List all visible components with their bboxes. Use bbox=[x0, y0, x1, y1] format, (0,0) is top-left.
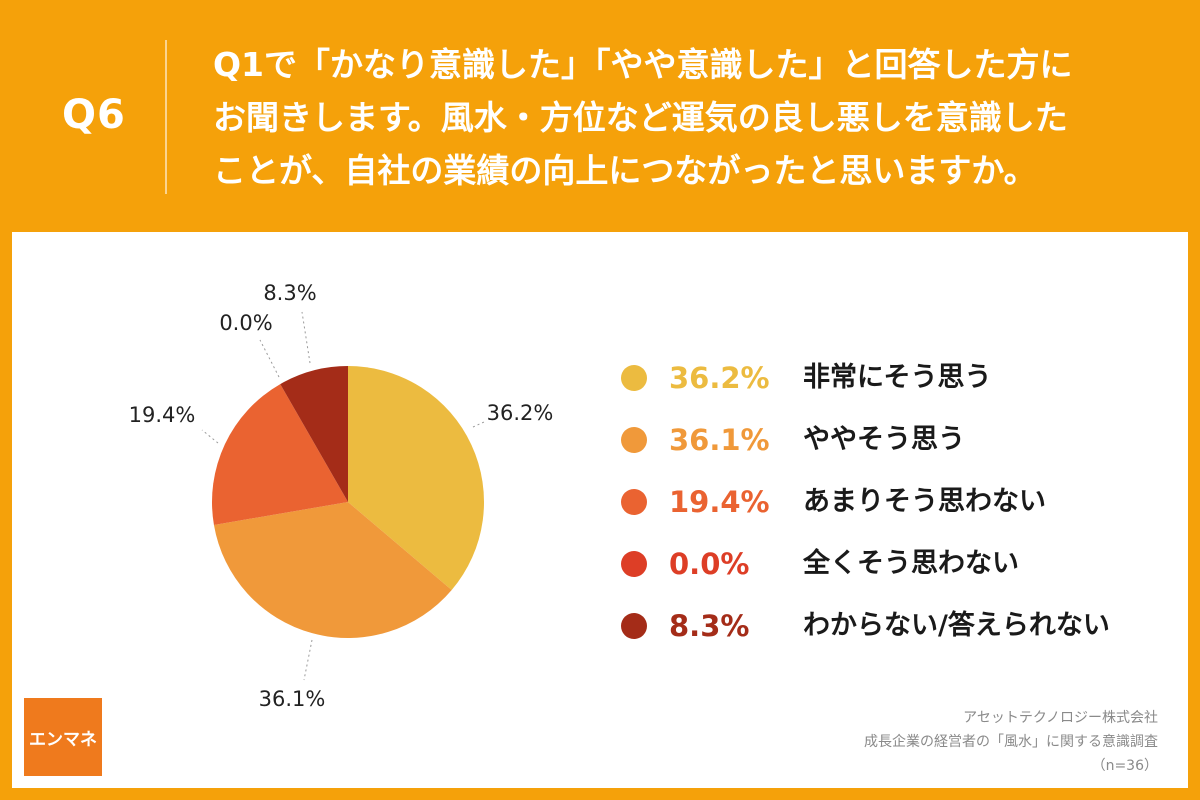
legend-label: あまりそう思わない bbox=[803, 486, 1046, 517]
question-header: Q6 Q1で「かなり意識した」「やや意識した」と回答した方に お聞きします。風水… bbox=[0, 0, 1200, 232]
pie-slice bbox=[213, 502, 452, 638]
leader-line bbox=[472, 421, 485, 428]
pie-slice bbox=[348, 366, 485, 590]
legend-swatch bbox=[621, 613, 647, 639]
credit-company: アセットテクノロジー株式会社 bbox=[963, 710, 1158, 726]
pie-chart: 36.2% 36.1% 19.4% 0.0% 8.3% bbox=[129, 281, 554, 711]
leader-line bbox=[259, 339, 280, 378]
legend-swatch bbox=[621, 427, 647, 453]
slice-data-label: 36.1% bbox=[259, 687, 326, 711]
brand-logo: エンマネ bbox=[24, 698, 102, 776]
slice-data-label: 0.0% bbox=[219, 311, 272, 335]
credit-survey: 成長企業の経営者の「風水」に関する意識調査 bbox=[864, 734, 1158, 750]
legend-percent: 36.1% bbox=[669, 423, 770, 457]
chart-panel: 36.2% 36.1% 19.4% 0.0% 8.3% 36.2% 非常にそう思う 36… bbox=[12, 232, 1188, 788]
legend-label: 非常にそう思う bbox=[803, 362, 992, 393]
question-number: Q6 bbox=[62, 92, 126, 138]
slice-data-label: 19.4% bbox=[129, 403, 196, 427]
credit-sample-size: （n=36） bbox=[1091, 758, 1158, 774]
legend-swatch bbox=[621, 365, 647, 391]
legend-swatch bbox=[621, 489, 647, 515]
legend-percent: 19.4% bbox=[669, 485, 770, 519]
legend-percent: 36.2% bbox=[669, 361, 770, 395]
pie-slice bbox=[212, 384, 348, 525]
question-text: Q1で「かなり意識した」「やや意識した」と回答した方に お聞きします。風水・方位… bbox=[213, 38, 1173, 197]
legend-percent: 8.3% bbox=[669, 609, 750, 643]
leader-line bbox=[303, 639, 313, 681]
slice-data-label: 36.2% bbox=[487, 401, 554, 425]
legend-label: 全くそう思わない bbox=[803, 548, 1019, 579]
pie-slice bbox=[280, 366, 348, 502]
question-line-1: Q1で「かなり意識した」「やや意識した」と回答した方に bbox=[213, 45, 1073, 84]
legend-swatch bbox=[621, 551, 647, 577]
question-line-3: ことが、自社の業績の向上につながったと思いますか。 bbox=[213, 151, 1037, 190]
slice-data-label: 8.3% bbox=[263, 281, 316, 305]
source-credits: アセットテクノロジー株式会社 成長企業の経営者の「風水」に関する意識調査 （n=… bbox=[864, 706, 1158, 778]
header-divider bbox=[165, 40, 167, 194]
question-line-2: お聞きします。風水・方位など運気の良し悪しを意識した bbox=[213, 98, 1068, 137]
legend-label: ややそう思う bbox=[803, 424, 965, 455]
leader-line bbox=[301, 311, 311, 364]
legend-label: わからない/答えられない bbox=[803, 610, 1110, 641]
leader-line bbox=[201, 429, 219, 444]
legend-percent: 0.0% bbox=[669, 547, 750, 581]
